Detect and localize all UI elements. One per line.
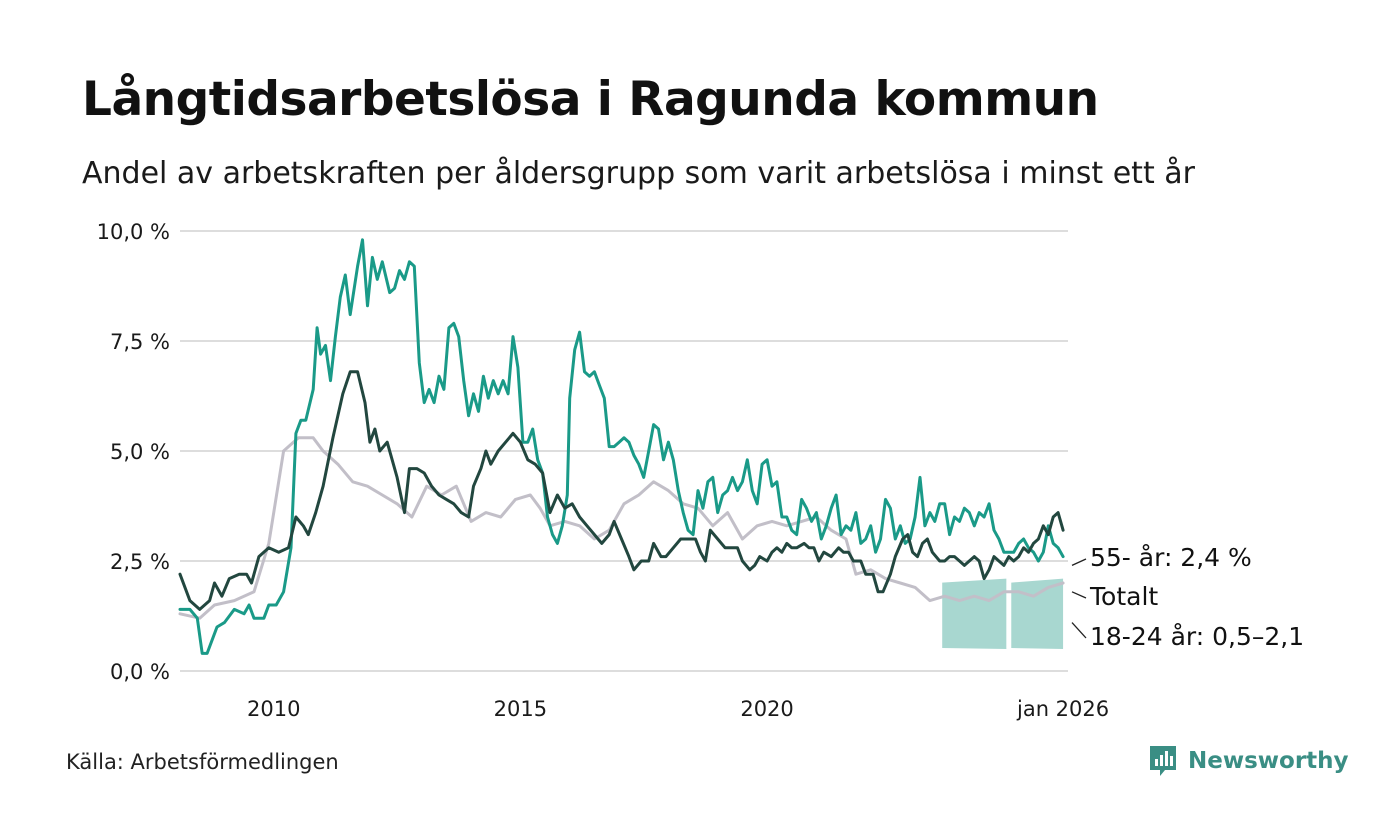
gridlines [180, 230, 1068, 672]
series-line-youth [178, 238, 1065, 655]
x-axis-ticks: 2010 2015 2020 jan 2026 [247, 697, 1109, 721]
brand-name: Newsworthy [1188, 748, 1349, 774]
uncertainty-band-segment-1 [1011, 578, 1064, 649]
y-axis-ticks: 0,0 % 2,5 % 5,0 % 7,5 % 10,0 % [97, 220, 170, 684]
y-tick-label-4: 10,0 % [97, 220, 170, 244]
chart-title: Långtidsarbetslösa i Ragunda kommun [82, 72, 1099, 127]
newsworthy-logo-icon [1150, 746, 1176, 776]
uncertainty-band-segment-0 [942, 578, 1007, 649]
end-label-0: 55- år: 2,4 % [1090, 543, 1252, 572]
y-tick-label-0: 0,0 % [110, 660, 170, 684]
x-tick-label-2: 2020 [740, 697, 793, 721]
end-label-leader-1 [1071, 591, 1087, 599]
end-label-2: 18-24 år: 0,5–2,1 [1090, 622, 1304, 651]
uncertainty-band [942, 578, 1064, 649]
brand-logo: Newsworthy [1148, 744, 1349, 778]
chart-subtitle: Andel av arbetskraften per åldersgrupp s… [82, 156, 1195, 191]
source-note: Källa: Arbetsförmedlingen [66, 750, 339, 774]
series-line-total [178, 436, 1065, 620]
end-label-leader-2 [1071, 622, 1087, 639]
x-tick-label-0: 2010 [247, 697, 300, 721]
series-lines [178, 238, 1065, 655]
y-tick-label-2: 5,0 % [110, 440, 170, 464]
end-label-leader-0 [1071, 558, 1087, 566]
x-tick-label-3: jan 2026 [1016, 697, 1109, 721]
end-labels: 55- år: 2,4 % Totalt 18-24 år: 0,5–2,1 [1071, 543, 1304, 651]
y-tick-label-1: 2,5 % [110, 550, 170, 574]
end-label-1: Totalt [1089, 582, 1158, 611]
y-tick-label-3: 7,5 % [110, 330, 170, 354]
x-tick-label-1: 2015 [494, 697, 547, 721]
series-line-senior [178, 370, 1065, 611]
